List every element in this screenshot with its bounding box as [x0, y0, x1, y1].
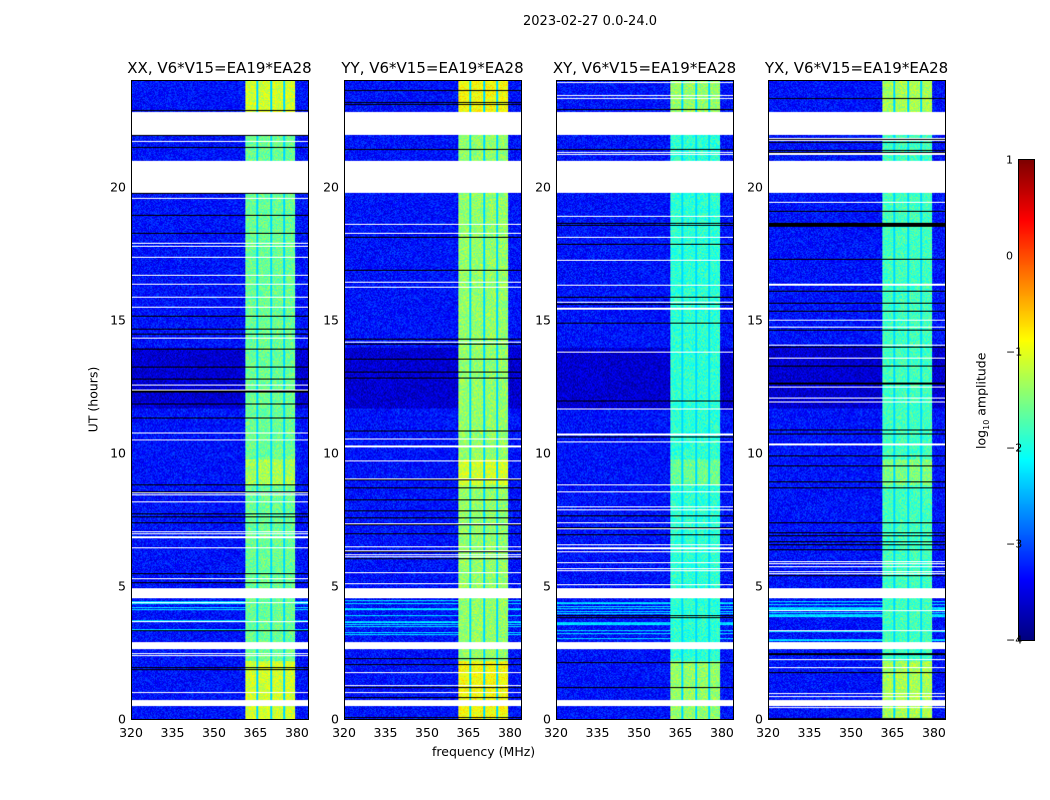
x-tick-label: 335	[797, 725, 822, 740]
x-tick-label: 365	[456, 725, 481, 740]
x-tick-label: 335	[373, 725, 398, 740]
panel-title: YX, V6*V15=EA19*EA28	[764, 59, 949, 77]
y-tick-label: 5	[543, 578, 551, 594]
x-tick-label: 380	[285, 725, 309, 740]
colorbar-label-sub: 10	[981, 419, 991, 430]
colorbar-tick-label: −3	[1006, 537, 1023, 551]
colorbar-tick-label: −4	[1006, 633, 1023, 647]
y-tick-label: 10	[323, 445, 339, 461]
y-tick-label: 10	[535, 445, 551, 461]
y-tick-label: 0	[331, 711, 339, 727]
y-tick-label: 0	[543, 711, 551, 727]
y-axis-label: UT (hours)	[85, 366, 101, 433]
x-tick-label: 365	[880, 725, 905, 740]
colorbar-tick-label: 0	[1006, 249, 1013, 263]
y-tick-label: 5	[118, 578, 126, 594]
heatmap-image	[132, 81, 308, 719]
y-tick-label: 0	[118, 711, 126, 727]
x-tick-label: 335	[160, 725, 185, 740]
x-tick-label: 350	[415, 725, 439, 740]
x-tick-label: 320	[119, 725, 143, 740]
x-tick-label: 320	[756, 725, 780, 740]
x-tick-label: 350	[839, 725, 863, 740]
y-tick-label: 5	[331, 578, 339, 594]
y-tick-label: 10	[747, 445, 763, 461]
colorbar-gradient	[1019, 160, 1034, 640]
y-tick-label: 15	[535, 312, 551, 328]
y-tick-label: 15	[747, 312, 763, 328]
x-tick-label: 350	[627, 725, 651, 740]
colorbar-label-rest: amplitude	[973, 352, 989, 420]
y-tick-label: 20	[110, 179, 126, 194]
x-axis-label: frequency (MHz)	[432, 744, 536, 759]
x-tick-label: 335	[585, 725, 610, 740]
x-tick-label: 380	[922, 725, 946, 740]
heatmap-image	[769, 81, 945, 719]
y-tick-label: 20	[535, 179, 551, 194]
heatmap-panel	[344, 80, 522, 720]
x-tick-label: 380	[498, 725, 522, 740]
heatmap-panel	[556, 80, 734, 720]
y-tick-label: 0	[755, 711, 763, 727]
colorbar-tick-label: 1	[1006, 153, 1013, 167]
figure-title: 2023-02-27 0.0-24.0	[523, 14, 657, 29]
colorbar-tick-label: −1	[1006, 345, 1023, 359]
x-tick-label: 380	[710, 725, 734, 740]
colorbar	[1018, 159, 1035, 641]
panel-title: YY, V6*V15=EA19*EA28	[341, 59, 524, 77]
y-tick-label: 10	[110, 445, 126, 461]
heatmap-panel	[131, 80, 309, 720]
x-tick-label: 365	[243, 725, 268, 740]
heatmap-image	[345, 81, 521, 719]
y-tick-label: 20	[323, 179, 339, 194]
y-tick-label: 20	[747, 179, 763, 194]
colorbar-label-log: log	[973, 429, 989, 449]
x-tick-label: 350	[202, 725, 226, 740]
x-tick-label: 365	[668, 725, 693, 740]
colorbar-label: log10 amplitude	[973, 341, 991, 461]
heatmap-image	[557, 81, 733, 719]
x-tick-label: 320	[332, 725, 356, 740]
heatmap-panel	[768, 80, 946, 720]
panel-title: XX, V6*V15=EA19*EA28	[127, 59, 312, 77]
panel-title: XY, V6*V15=EA19*EA28	[552, 59, 737, 77]
y-tick-label: 15	[323, 312, 339, 328]
x-tick-label: 320	[544, 725, 568, 740]
y-tick-label: 5	[755, 578, 763, 594]
colorbar-tick-label: −2	[1006, 441, 1023, 455]
y-tick-label: 15	[110, 312, 126, 328]
